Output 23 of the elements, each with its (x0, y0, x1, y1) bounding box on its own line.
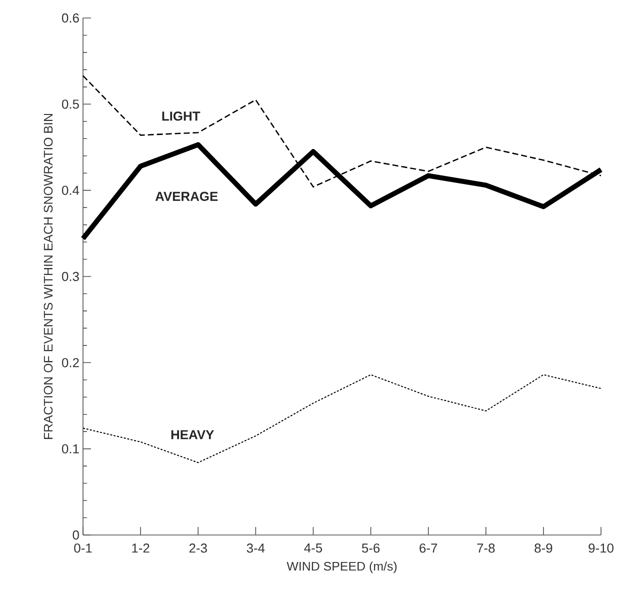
x-tick-label: 4-5 (304, 544, 322, 553)
x-tick-label: 2-3 (189, 544, 207, 553)
line-series (82, 374, 602, 464)
x-tick-label: 5-6 (362, 544, 380, 553)
y-tick-label: 0.4 (62, 186, 80, 195)
series-label: LIGHT (162, 112, 200, 121)
x-tick-label: 0-1 (74, 544, 92, 553)
x-tick-label: 7-8 (477, 544, 495, 553)
x-tick-label: 8-9 (534, 544, 552, 553)
series-label: HEAVY (171, 430, 214, 440)
series-label: AVERAGE (155, 192, 218, 201)
y-tick-label: 0.6 (62, 13, 79, 23)
x-tick-label: 3-4 (246, 544, 265, 553)
x-tick-label: 9-10 (588, 544, 614, 553)
y-tick-label: 0.3 (62, 272, 79, 282)
x-tick-label: 1-2 (132, 544, 150, 553)
y-tick-label: 0.1 (62, 444, 79, 454)
y-tick-label: 0 (72, 530, 79, 540)
y-tick-label: 0.2 (62, 358, 79, 368)
x-axis-title: WIND SPEED (m/s) (286, 562, 397, 574)
y-axis-title: FRACTION OF EVENTS WITHIN EACH SNOWRATIO BIN (44, 114, 53, 439)
y-tick-label: 0.5 (62, 100, 79, 109)
x-tick-label: 6-7 (420, 544, 438, 553)
